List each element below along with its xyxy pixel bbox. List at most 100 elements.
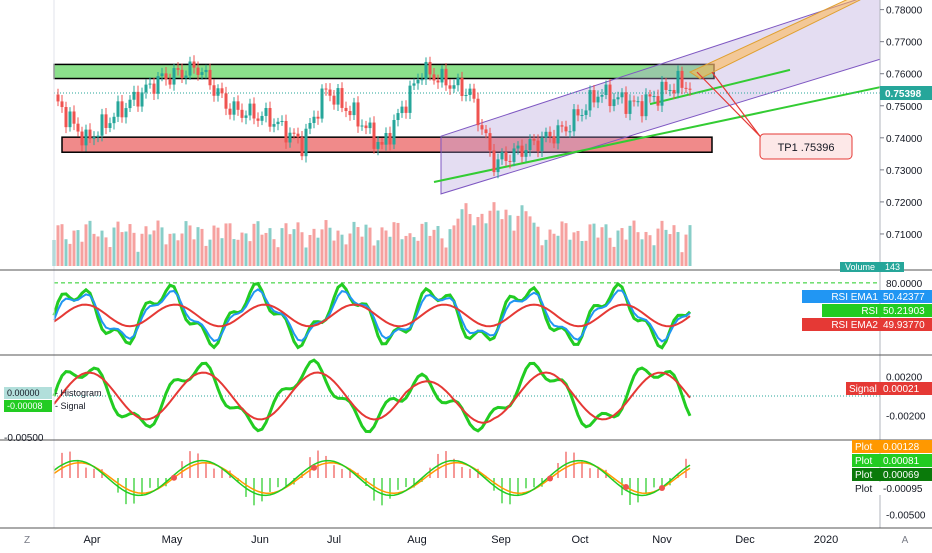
candle-body — [624, 92, 628, 114]
rsi-legend-badge — [822, 304, 880, 317]
volume-bar — [492, 202, 496, 266]
volume-bar — [596, 237, 600, 266]
candle-body — [476, 98, 480, 126]
volume-bar — [64, 239, 68, 266]
candle-body — [288, 132, 292, 143]
volume-bar — [248, 241, 252, 266]
candle-body — [192, 61, 196, 68]
annotation-leader-line — [696, 71, 761, 137]
candle-body — [224, 93, 228, 109]
volume-bar — [616, 230, 620, 266]
volume-bar — [324, 220, 328, 266]
candle-body — [96, 135, 100, 138]
volume-bar — [576, 230, 580, 266]
candle-body — [308, 122, 312, 129]
volume-bar — [100, 230, 104, 266]
volume-bar — [244, 233, 248, 266]
volume-bar — [464, 203, 468, 266]
volume-bar — [544, 239, 548, 266]
candle-body — [416, 79, 420, 84]
volume-bar — [376, 240, 380, 266]
candle-body — [688, 88, 692, 90]
candle-body — [340, 88, 344, 108]
volume-bar — [512, 230, 516, 266]
candle-body — [88, 129, 92, 139]
macd-tick-label: 0.00200 — [886, 372, 923, 383]
price-tick-label: 0.74000 — [886, 134, 923, 145]
candle-body — [180, 69, 184, 78]
volume-bar — [476, 217, 480, 266]
volume-bar — [548, 229, 552, 266]
volume-bar — [336, 230, 340, 266]
volume-bar — [680, 252, 684, 266]
rsi-legend-name: RSI EMA2 — [831, 320, 878, 331]
volume-bar — [124, 231, 128, 266]
candle-body — [156, 76, 160, 94]
candle-body — [468, 88, 472, 95]
candle-body — [508, 160, 512, 162]
volume-bar — [88, 220, 92, 266]
volume-bar — [196, 227, 200, 266]
candle-body — [620, 92, 624, 98]
candle-body — [264, 108, 268, 116]
volume-label-badge — [840, 262, 880, 272]
macd-tick-label: -0.00200 — [886, 412, 926, 423]
candle-body — [336, 88, 340, 105]
macd-line — [52, 358, 692, 434]
volume-bar — [540, 245, 544, 266]
macd-left-value-badge — [4, 400, 52, 412]
volume-bar — [620, 228, 624, 266]
signal-name-badge — [846, 382, 880, 395]
volume-bar — [592, 223, 596, 266]
candle-body — [564, 126, 568, 132]
candle-body — [464, 94, 468, 96]
rsi-legend-badge — [802, 290, 880, 303]
resistance-zone — [53, 63, 715, 80]
volume-bar — [400, 239, 404, 266]
candle-body — [204, 69, 208, 73]
rsi-value-badge — [880, 318, 932, 331]
volume-value-badge — [880, 262, 904, 272]
volume-bar — [232, 239, 236, 266]
candle-body — [532, 139, 536, 141]
time-label: Oct — [571, 534, 588, 546]
candle-body — [76, 123, 80, 132]
rsi-legend-badge — [802, 318, 880, 331]
trend-line-short — [649, 68, 791, 106]
volume-bar — [656, 228, 660, 266]
plot-name: Plot — [855, 442, 872, 453]
volume-bar — [644, 231, 648, 266]
candle-body — [216, 88, 220, 96]
rsi-value: 49.93770 — [883, 320, 925, 331]
candle-body — [104, 114, 108, 128]
candle-body — [400, 106, 404, 114]
volume-bar — [432, 229, 436, 266]
volume-bar — [584, 240, 588, 266]
volume-bar — [212, 225, 216, 266]
volume-bar — [332, 240, 336, 266]
volume-bar — [428, 235, 432, 266]
time-label: Apr — [83, 534, 100, 546]
candle-body — [672, 89, 676, 94]
candle-body — [212, 85, 216, 96]
volume-bar — [480, 213, 484, 266]
volume-bar — [508, 215, 512, 266]
rsi-pane — [52, 281, 880, 350]
plot-name: Plot — [855, 484, 872, 495]
plot-cross-marker — [171, 474, 177, 481]
time-label: Dec — [735, 534, 755, 546]
rsi-value: 50.21903 — [883, 306, 925, 317]
candle-body — [596, 96, 600, 103]
candle-body — [460, 77, 464, 96]
candle-body — [592, 90, 596, 103]
volume-bar — [156, 220, 160, 266]
candle-body — [484, 129, 488, 134]
volume-bar — [144, 226, 148, 266]
volume-bar — [200, 228, 204, 266]
volume-bar — [92, 233, 96, 266]
volume-bar — [472, 225, 476, 266]
volume-bar — [300, 232, 304, 266]
candle-body — [656, 96, 660, 106]
